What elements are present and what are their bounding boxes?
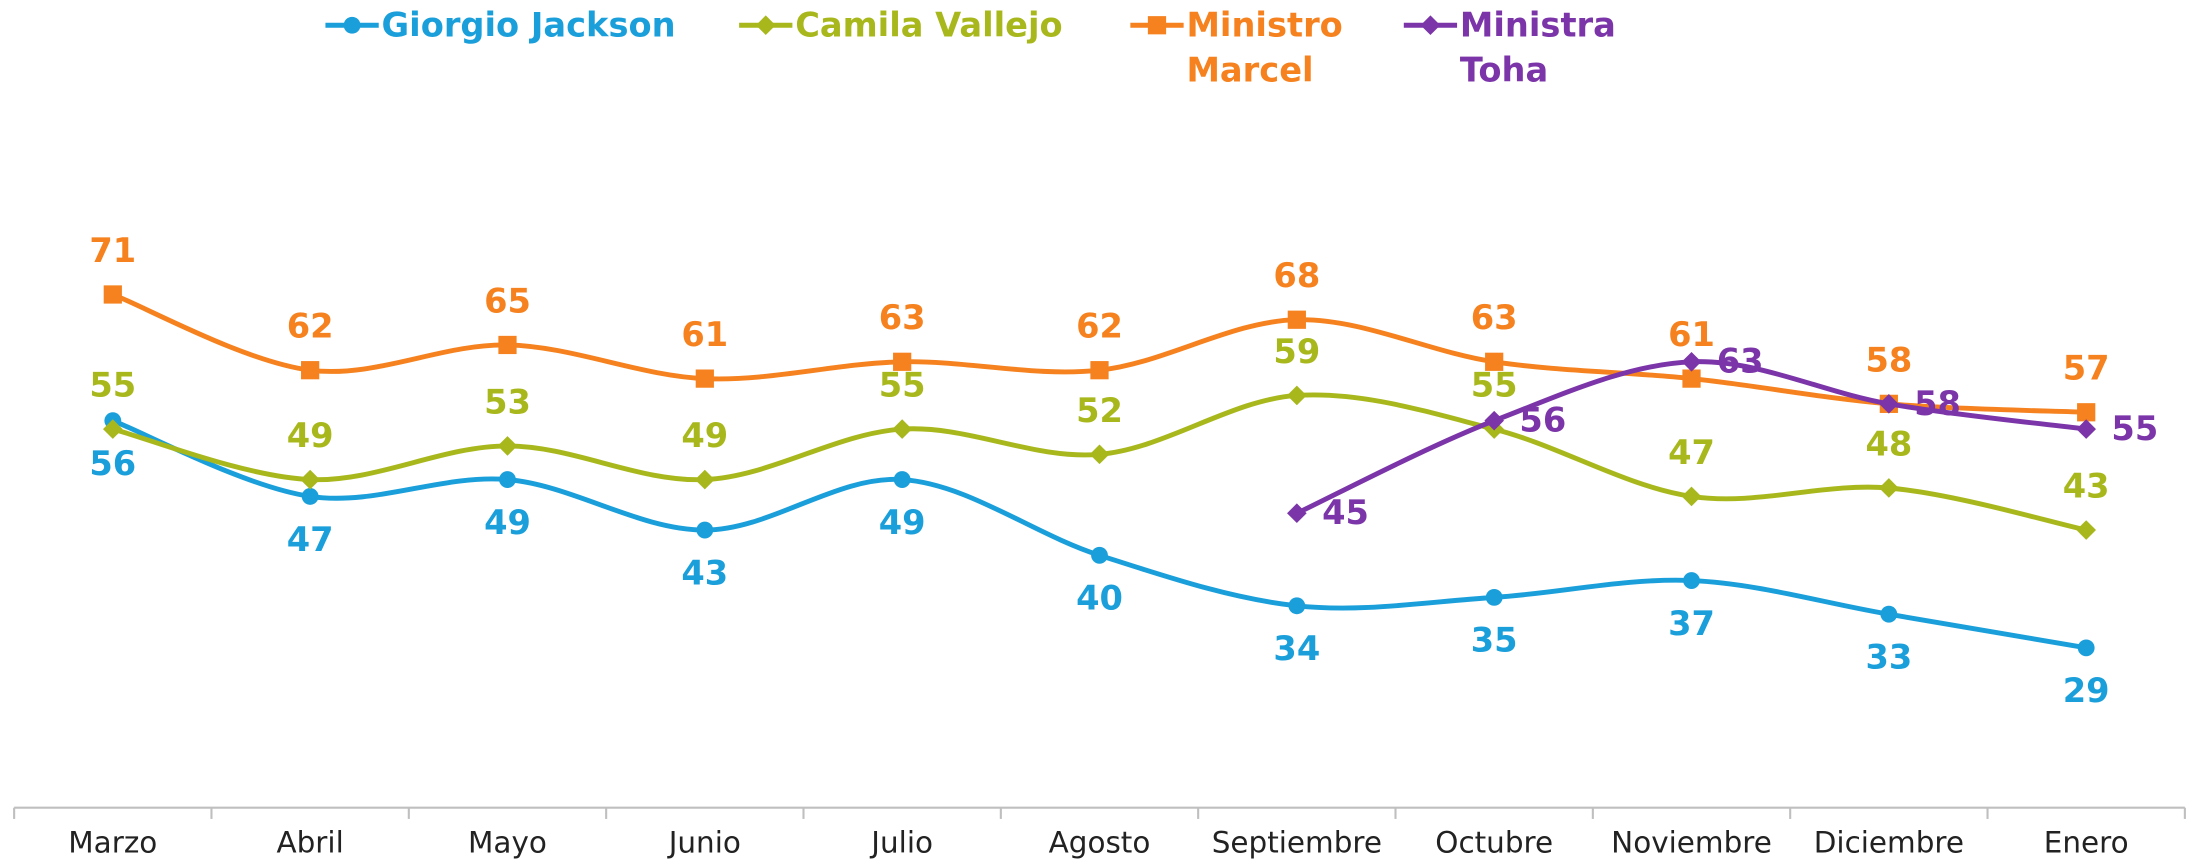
data-label: 63: [1471, 298, 1518, 337]
data-label: 55: [1471, 366, 1518, 405]
data-label: 35: [1471, 621, 1518, 660]
legend-label: Ministro Marcel: [1186, 5, 1343, 90]
legend-marker: [343, 16, 361, 34]
x-tick-label: Septiembre: [1212, 826, 1382, 860]
data-label: 49: [287, 416, 334, 455]
data-label: 57: [2063, 349, 2110, 388]
data-label: 55: [879, 366, 926, 405]
marker: [301, 487, 319, 505]
data-label: 68: [1273, 256, 1320, 295]
marker: [2076, 520, 2097, 540]
data-label: 62: [287, 307, 334, 346]
data-label: 65: [484, 281, 531, 320]
marker: [1287, 503, 1307, 524]
x-tick-label: Marzo: [68, 826, 157, 860]
marker: [301, 361, 320, 380]
marker: [2077, 639, 2095, 657]
data-label: 56: [1519, 401, 1566, 440]
marker: [1880, 605, 1898, 623]
data-label: 33: [1865, 638, 1912, 677]
data-label: 58: [1865, 340, 1912, 379]
x-tick-label: Mayo: [468, 826, 547, 860]
data-label: 40: [1076, 579, 1123, 618]
data-label: 55: [2111, 409, 2158, 448]
legend-item: Ministra Toha: [1459, 5, 1616, 90]
legend-marker: [1147, 16, 1167, 35]
legend-label: Camila Vallejo: [795, 5, 1063, 45]
marker: [696, 521, 714, 539]
legend-label: Giorgio Jackson: [381, 5, 676, 45]
x-tick-label: Noviembre: [1611, 826, 1772, 860]
data-label: 63: [1717, 342, 1764, 381]
x-tick-label: Junio: [667, 826, 741, 860]
marker: [1879, 394, 1899, 414]
data-label: 43: [2063, 466, 2110, 505]
data-label: 43: [681, 553, 728, 592]
data-label: 61: [1668, 315, 1715, 354]
x-tick-label: Diciembre: [1814, 826, 1964, 860]
marker: [498, 335, 517, 355]
marker: [2077, 403, 2096, 422]
marker: [499, 471, 516, 488]
marker: [1485, 352, 1504, 371]
marker: [1091, 546, 1108, 564]
legend-label: Ministra Toha: [1459, 5, 1616, 90]
x-tick-label: Abril: [276, 826, 343, 860]
marker: [1681, 351, 1702, 372]
marker: [300, 469, 320, 490]
marker: [103, 285, 122, 304]
marker: [1287, 385, 1307, 406]
data-label: 49: [681, 416, 728, 455]
data-label: 63: [879, 298, 926, 337]
data-label: 53: [484, 382, 531, 421]
data-label: 52: [1076, 391, 1123, 430]
legend-item: Giorgio Jackson: [381, 5, 676, 45]
data-label: 55: [89, 366, 136, 405]
data-label: 48: [1865, 424, 1912, 463]
x-tick-label: Julio: [869, 826, 933, 860]
data-label: 71: [89, 231, 136, 270]
data-label: 37: [1668, 604, 1715, 643]
data-label: 61: [681, 315, 728, 354]
marker: [1484, 410, 1504, 431]
marker: [1681, 486, 1702, 507]
data-label: 49: [484, 503, 531, 542]
marker: [1089, 444, 1110, 465]
data-label: 29: [2063, 671, 2110, 710]
data-label: 47: [1668, 433, 1715, 472]
marker: [1682, 369, 1701, 388]
marker: [1485, 588, 1503, 606]
marker: [695, 469, 715, 490]
marker: [1288, 597, 1306, 615]
marker: [2076, 419, 2097, 439]
marker: [102, 419, 123, 439]
x-tick-label: Agosto: [1049, 826, 1151, 860]
data-label: 49: [879, 503, 926, 542]
data-label: 34: [1273, 629, 1320, 668]
marker: [893, 471, 911, 488]
x-tick-label: Octubre: [1435, 826, 1553, 860]
data-label: 58: [1914, 384, 1961, 423]
marker: [892, 419, 912, 439]
legend-marker: [1420, 15, 1441, 36]
marker: [497, 436, 518, 456]
x-tick-label: Enero: [2044, 826, 2129, 860]
legend-item: Ministro Marcel: [1186, 5, 1343, 90]
data-label: 59: [1273, 332, 1320, 371]
marker: [1287, 310, 1306, 329]
data-label: 56: [89, 444, 136, 483]
data-label: 45: [1322, 493, 1369, 532]
marker: [1879, 478, 1899, 498]
marker: [1090, 361, 1109, 380]
marker: [1683, 572, 1700, 589]
marker: [893, 352, 912, 371]
marker: [695, 369, 714, 388]
data-label: 62: [1076, 307, 1123, 346]
data-label: 47: [287, 520, 334, 559]
legend-item: Camila Vallejo: [795, 5, 1063, 45]
